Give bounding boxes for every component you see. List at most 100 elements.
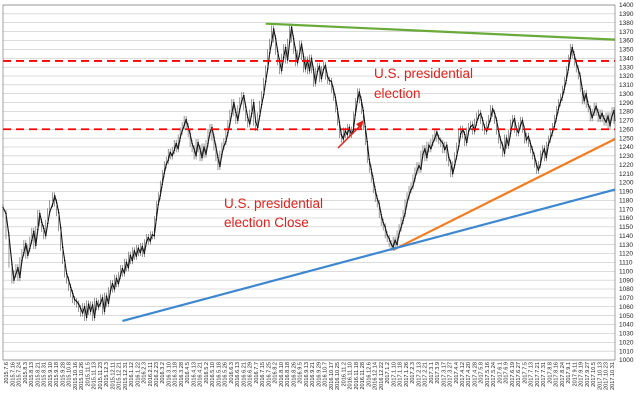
x-tick-label: 2017.1.26 [404,362,410,387]
price-point [292,38,295,40]
price-segment [295,49,299,64]
price-segment [342,130,346,140]
price-point [571,46,573,49]
x-tick-label: 2017.6.1 [497,362,503,384]
price-point [438,137,440,139]
y-tick-label: 1020 [619,339,634,346]
price-point [404,212,406,215]
x-tick-label: 2016.6.21 [241,362,247,387]
price-segment [205,142,209,155]
price-segment [37,213,41,231]
price-point [185,118,187,121]
price-segment [555,109,559,120]
price-point [65,273,68,275]
price-segment [45,222,49,237]
price-segment [219,153,223,168]
price-point [107,302,110,304]
price-segment [549,132,553,140]
price-segment [285,47,289,61]
price-segment [113,277,117,290]
price-segment [318,65,322,80]
price-segment [275,38,279,52]
price-segment [127,254,131,269]
x-tick-label: 2015.9.10 [48,362,54,387]
price-point [183,125,185,127]
price-point [127,267,130,269]
price-point [85,316,88,319]
price-segment [334,96,338,110]
price-point [21,259,23,262]
price-point [495,119,498,122]
price-point [17,267,19,269]
price-segment [5,213,10,237]
price-point [197,141,199,144]
price-point [567,69,569,71]
price-point [56,202,58,204]
price-segment [123,261,127,274]
price-point [446,144,448,146]
price-point [535,163,538,165]
x-tick-label: 2016.11.10 [348,362,354,390]
price-point [416,170,418,172]
price-segment [68,279,72,288]
price-point [199,148,201,150]
price-segment [593,105,597,113]
price-point [39,212,41,215]
price-point [354,114,356,116]
price-point [503,152,506,154]
price-point [209,132,211,134]
price-point [52,203,54,205]
price-point [342,138,345,140]
price-point [259,115,261,117]
price-segment [414,170,418,179]
price-segment [396,233,400,246]
x-tick-label: 2017.7.5 [522,362,528,384]
price-point [481,119,484,122]
price-point [414,177,416,179]
price-segment [384,226,388,236]
y-tick-label: 1210 [619,171,634,178]
price-segment [191,142,195,150]
price-point [193,148,195,150]
price-point [308,69,311,72]
price-segment [233,102,237,113]
price-point [270,41,273,43]
annotation-close-line1: U.S. presidential [224,196,323,211]
price-point [181,130,183,132]
x-tick-label: 2016.2.3 [142,362,148,384]
price-point [587,103,589,106]
price-segment [607,115,611,127]
price-point [243,94,245,97]
price-point [400,227,402,229]
x-tick-label: 2016.5.26 [223,362,229,387]
x-tick-label: 2016.5.18 [216,362,222,387]
price-point [27,254,29,256]
price-segment [380,213,384,223]
price-segment [571,47,575,56]
price-point [527,135,530,138]
price-segment [561,88,565,98]
price-segment [398,227,402,235]
price-point [475,121,478,123]
price-segment [107,290,112,304]
price-point [247,117,249,119]
price-point [93,316,96,319]
x-tick-label: 2015.10.26 [79,362,85,390]
price-segment [269,41,273,54]
price-point [493,112,496,114]
price-point [390,243,392,245]
price-point [300,43,303,45]
y-tick-label: 1080 [619,286,634,293]
y-tick-label: 1320 [619,73,634,80]
price-point [555,117,557,120]
price-segment [207,132,211,144]
x-tick-label: 2016.11.28 [360,362,366,390]
price-point [179,137,181,139]
y-tick-label: 1340 [619,55,634,62]
price-point [511,122,514,124]
price-point [460,132,462,135]
price-segment [406,195,410,204]
price-point [89,310,92,312]
x-tick-label: 2016.12.14 [373,362,379,390]
